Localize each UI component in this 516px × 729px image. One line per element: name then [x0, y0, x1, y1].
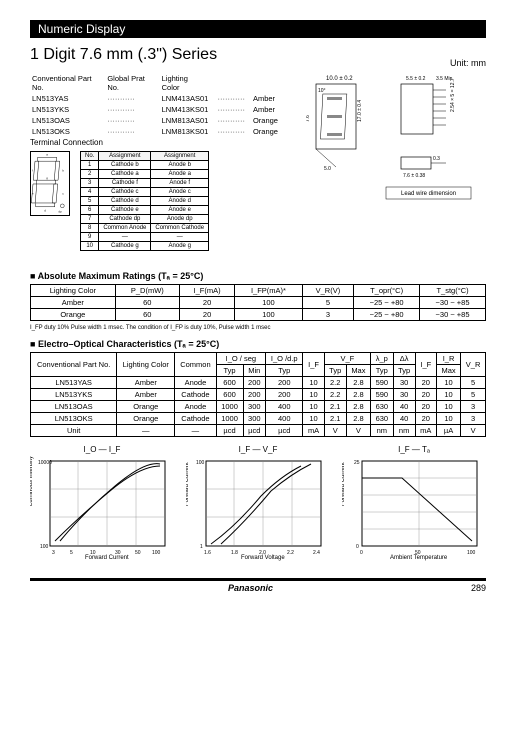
svg-text:Forward Current: Forward Current: [186, 462, 190, 506]
svg-text:a: a: [46, 152, 48, 156]
svg-text:5: 5: [70, 550, 73, 556]
terminal-connection-label: Terminal Connection: [30, 138, 286, 147]
svg-text:2.4: 2.4: [313, 550, 320, 556]
svg-text:f: f: [32, 169, 33, 173]
svg-text:25: 25: [354, 460, 360, 466]
pin-assignment-table: No.AssignmentAssignment 1Cathode bAnode …: [80, 151, 209, 251]
page-footer: Panasonic 289: [30, 578, 486, 593]
color: Amber: [253, 94, 284, 103]
svg-text:1: 1: [200, 544, 203, 550]
svg-text:Luminous Intensity: Luminous Intensity: [30, 456, 34, 506]
svg-text:10°: 10°: [318, 88, 326, 94]
global-no: LNM413AS01: [162, 94, 216, 103]
svg-text:2.54 × 5 = 12.7: 2.54 × 5 = 12.7: [450, 78, 456, 112]
svg-text:10: 10: [90, 550, 96, 556]
svg-text:c: c: [62, 191, 64, 195]
svg-text:0: 0: [356, 544, 359, 550]
parts-header: Lighting Color: [162, 74, 216, 92]
section-header-bar: Numeric Display: [30, 20, 486, 38]
svg-text:5.0: 5.0: [324, 166, 331, 172]
svg-text:50: 50: [415, 550, 421, 556]
svg-text:g: g: [46, 176, 48, 180]
seven-segment-diagram: a b c d e f g dp: [30, 151, 70, 216]
color: Amber: [253, 105, 284, 114]
electro-header: Electro–Optical Characteristics (Tₐ = 25…: [30, 339, 486, 349]
chart-if-vf: I_F — V_F Forward Current Forward Voltag…: [186, 445, 330, 563]
svg-text:30: 30: [115, 550, 121, 556]
svg-text:0: 0: [360, 550, 363, 556]
svg-text:2.2: 2.2: [287, 550, 294, 556]
svg-text:100: 100: [467, 550, 476, 556]
abs-max-footnote: I_FP duty 10% Pulse width 1 msec. The co…: [30, 325, 486, 331]
svg-text:1.8: 1.8: [231, 550, 238, 556]
svg-text:100: 100: [152, 550, 161, 556]
global-no: LNM813AS01: [162, 116, 216, 125]
svg-text:1.6: 1.6: [204, 550, 211, 556]
svg-text:7.6 ± 0.38: 7.6 ± 0.38: [403, 173, 425, 179]
svg-text:10.0 ± 0.2: 10.0 ± 0.2: [326, 76, 353, 82]
svg-text:10000: 10000: [38, 460, 52, 466]
parts-header: Conventional Part No.: [32, 74, 105, 92]
parts-table: Conventional Part No. Global Prat No. Li…: [30, 72, 286, 138]
global-no: LNM813KS01: [162, 127, 216, 136]
color: Orange: [253, 116, 284, 125]
part-no: LN513OAS: [32, 116, 105, 125]
part-no: LN513YAS: [32, 94, 105, 103]
svg-text:e: e: [32, 191, 34, 195]
page-title: 1 Digit 7.6 mm (.3") Series: [30, 46, 486, 64]
svg-text:7.6: 7.6: [306, 115, 311, 122]
abs-max-header: Absolute Maximum Ratings (Tₐ = 25°C): [30, 271, 486, 281]
svg-text:17.0 ± 0.4: 17.0 ± 0.4: [357, 100, 363, 122]
svg-text:2.0: 2.0: [259, 550, 266, 556]
parts-header: Global Prat No.: [107, 74, 159, 92]
svg-text:b: b: [62, 169, 64, 173]
part-no: LN513OKS: [32, 127, 105, 136]
svg-text:100: 100: [196, 460, 205, 466]
svg-text:50: 50: [135, 550, 141, 556]
brand-logo: Panasonic: [228, 583, 273, 593]
mechanical-drawing: 10.0 ± 0.2 10° 7.6 17.0 ± 0.4 5.0 5.5 ± …: [306, 72, 486, 212]
chart-io-if: I_O — I_F Luminous Intensity Forward Cur…: [30, 445, 174, 563]
abs-max-table: Lighting ColorP_D(mW)I_F(mA)I_FP(mA)*V_R…: [30, 284, 486, 321]
color: Orange: [253, 127, 284, 136]
unit-label: Unit: mm: [450, 58, 486, 68]
svg-text:Lead wire dimension: Lead wire dimension: [401, 191, 456, 197]
svg-text:3: 3: [52, 550, 55, 556]
svg-text:100: 100: [40, 544, 49, 550]
chart-if-ta: I_F — Tₐ Forward Current Ambient Tempera…: [342, 445, 486, 563]
svg-text:d: d: [44, 209, 46, 213]
page-number: 289: [471, 583, 486, 593]
svg-text:dp: dp: [59, 209, 63, 213]
part-no: LN513YKS: [32, 105, 105, 114]
global-no: LNM413KS01: [162, 105, 216, 114]
charts-row: I_O — I_F Luminous Intensity Forward Cur…: [30, 445, 486, 563]
svg-text:Forward Current: Forward Current: [342, 462, 346, 506]
svg-text:5.5 ± 0.2: 5.5 ± 0.2: [406, 76, 426, 82]
electro-table: Conventional Part No. Lighting Color Com…: [30, 352, 486, 437]
svg-text:0.3: 0.3: [433, 156, 440, 162]
